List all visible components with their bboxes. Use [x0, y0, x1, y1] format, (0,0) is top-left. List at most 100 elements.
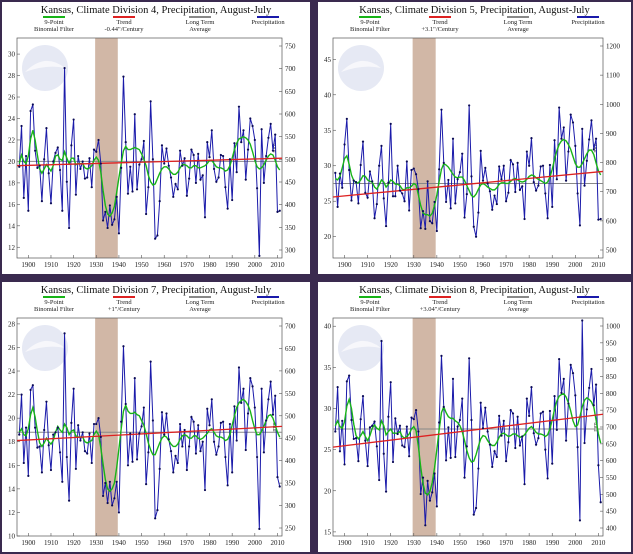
- precipitation-point: [160, 411, 164, 414]
- precipitation-point: [145, 212, 148, 216]
- y2-tick-label: 900: [606, 130, 617, 138]
- y-tick-label: 20: [324, 233, 332, 241]
- precipitation-point: [544, 192, 547, 195]
- precipitation-point: [449, 207, 452, 210]
- precipitation-point: [581, 127, 584, 130]
- legend-average-label: Long Term Average: [503, 299, 533, 313]
- x-tick-label: 1990: [545, 261, 560, 269]
- precipitation-point: [479, 149, 482, 152]
- y2-tick-label: 600: [285, 111, 296, 119]
- precipitation-point: [222, 420, 225, 423]
- precipitation-point: [131, 460, 134, 463]
- y2-tick-label: 450: [285, 435, 296, 443]
- precipitation-point: [583, 441, 586, 445]
- precipitation-point: [458, 418, 462, 422]
- precipitation-point: [357, 202, 360, 205]
- precipitation-point: [271, 149, 275, 152]
- precipitation-point: [113, 497, 116, 500]
- precipitation-point: [163, 162, 166, 165]
- precipitation-point: [154, 517, 157, 520]
- precipitation-point: [163, 433, 166, 436]
- y-tick-label: 25: [324, 198, 332, 206]
- x-tick-label: 2000: [248, 261, 263, 269]
- shaded-period-band: [95, 38, 118, 258]
- precipitation-point: [61, 480, 64, 483]
- legend-trend: Trend +1"/Century: [96, 295, 152, 313]
- legend-trend: Trend -0.44"/Century: [96, 15, 152, 33]
- precipitation-point: [185, 194, 188, 197]
- precipitation-point: [389, 122, 392, 125]
- precipitation-point: [36, 446, 39, 449]
- y2-tick-label: 700: [285, 65, 296, 73]
- precipitation-point: [537, 184, 540, 187]
- precipitation-point: [511, 412, 515, 415]
- precipitation-point: [474, 235, 478, 238]
- y-tick-label: 12: [8, 244, 16, 252]
- precipitation-point: [574, 394, 577, 397]
- precipitation-point: [364, 191, 367, 194]
- precipitation-point: [22, 196, 25, 200]
- precipitation-point: [378, 478, 381, 482]
- precipitation-point: [192, 153, 195, 157]
- precipitation-point: [594, 137, 598, 140]
- x-tick-label: 1900: [338, 261, 353, 269]
- precipitation-point: [258, 527, 261, 531]
- precipitation-point: [72, 387, 75, 390]
- precipitation-point: [585, 159, 588, 162]
- precipitation-point: [145, 483, 148, 486]
- legend-average-swatch: [189, 296, 211, 298]
- precipitation-point: [334, 430, 337, 433]
- precipitation-point: [343, 143, 346, 146]
- precipitation-point: [486, 430, 489, 433]
- precipitation-point: [160, 144, 164, 147]
- legend-filter-swatch: [359, 296, 381, 298]
- precipitation-point: [594, 383, 598, 386]
- y-tick-label: 18: [8, 438, 16, 446]
- x-tick-label: 2000: [568, 539, 583, 547]
- precipitation-point: [341, 186, 344, 189]
- precipitation-point: [408, 455, 411, 458]
- precipitation-point: [583, 184, 586, 187]
- precipitation-point: [521, 435, 524, 438]
- y-tick-label: 30: [324, 162, 332, 170]
- precipitation-point: [212, 440, 216, 443]
- y2-tick-label: 900: [606, 356, 617, 364]
- precipitation-point: [181, 445, 184, 448]
- precipitation-point: [235, 171, 238, 174]
- precipitation-point: [45, 400, 48, 403]
- precipitation-point: [67, 499, 71, 502]
- x-tick-label: 1900: [21, 261, 36, 269]
- x-tick-label: 1980: [203, 261, 218, 269]
- precipitation-point: [111, 223, 114, 226]
- precipitation-point: [151, 158, 154, 161]
- precipitation-point: [197, 152, 200, 156]
- precipitation-point: [394, 417, 397, 420]
- precipitation-point: [56, 146, 59, 149]
- precipitation-point: [124, 140, 127, 144]
- precipitation-point: [210, 129, 213, 132]
- precipitation-point: [31, 103, 34, 106]
- precipitation-point: [348, 374, 351, 377]
- legend-filter-swatch: [359, 16, 381, 18]
- precipitation-point: [534, 189, 538, 192]
- precipitation-point: [581, 319, 584, 322]
- precipitation-point: [525, 150, 528, 153]
- precipitation-point: [185, 468, 188, 472]
- chart-svg: 202530354045500600700800900100011001200m…: [324, 37, 621, 269]
- precipitation-point: [361, 140, 365, 143]
- precipitation-point: [276, 210, 279, 213]
- precipitation-point: [569, 113, 572, 116]
- precipitation-point: [115, 480, 118, 483]
- y2-tick-label: 450: [606, 508, 617, 516]
- precipitation-point: [468, 357, 471, 360]
- precipitation-point: [52, 433, 55, 436]
- binomial-filter-line: [334, 392, 602, 496]
- y2-tick-label: 350: [285, 224, 296, 232]
- precipitation-point: [350, 199, 353, 202]
- precipitation-point: [562, 377, 565, 380]
- y2-axis-unit: mm: [593, 422, 599, 432]
- precipitation-point: [539, 412, 542, 415]
- precipitation-point: [375, 202, 378, 206]
- y2-tick-label: 500: [606, 491, 617, 499]
- precipitation-point: [199, 178, 202, 181]
